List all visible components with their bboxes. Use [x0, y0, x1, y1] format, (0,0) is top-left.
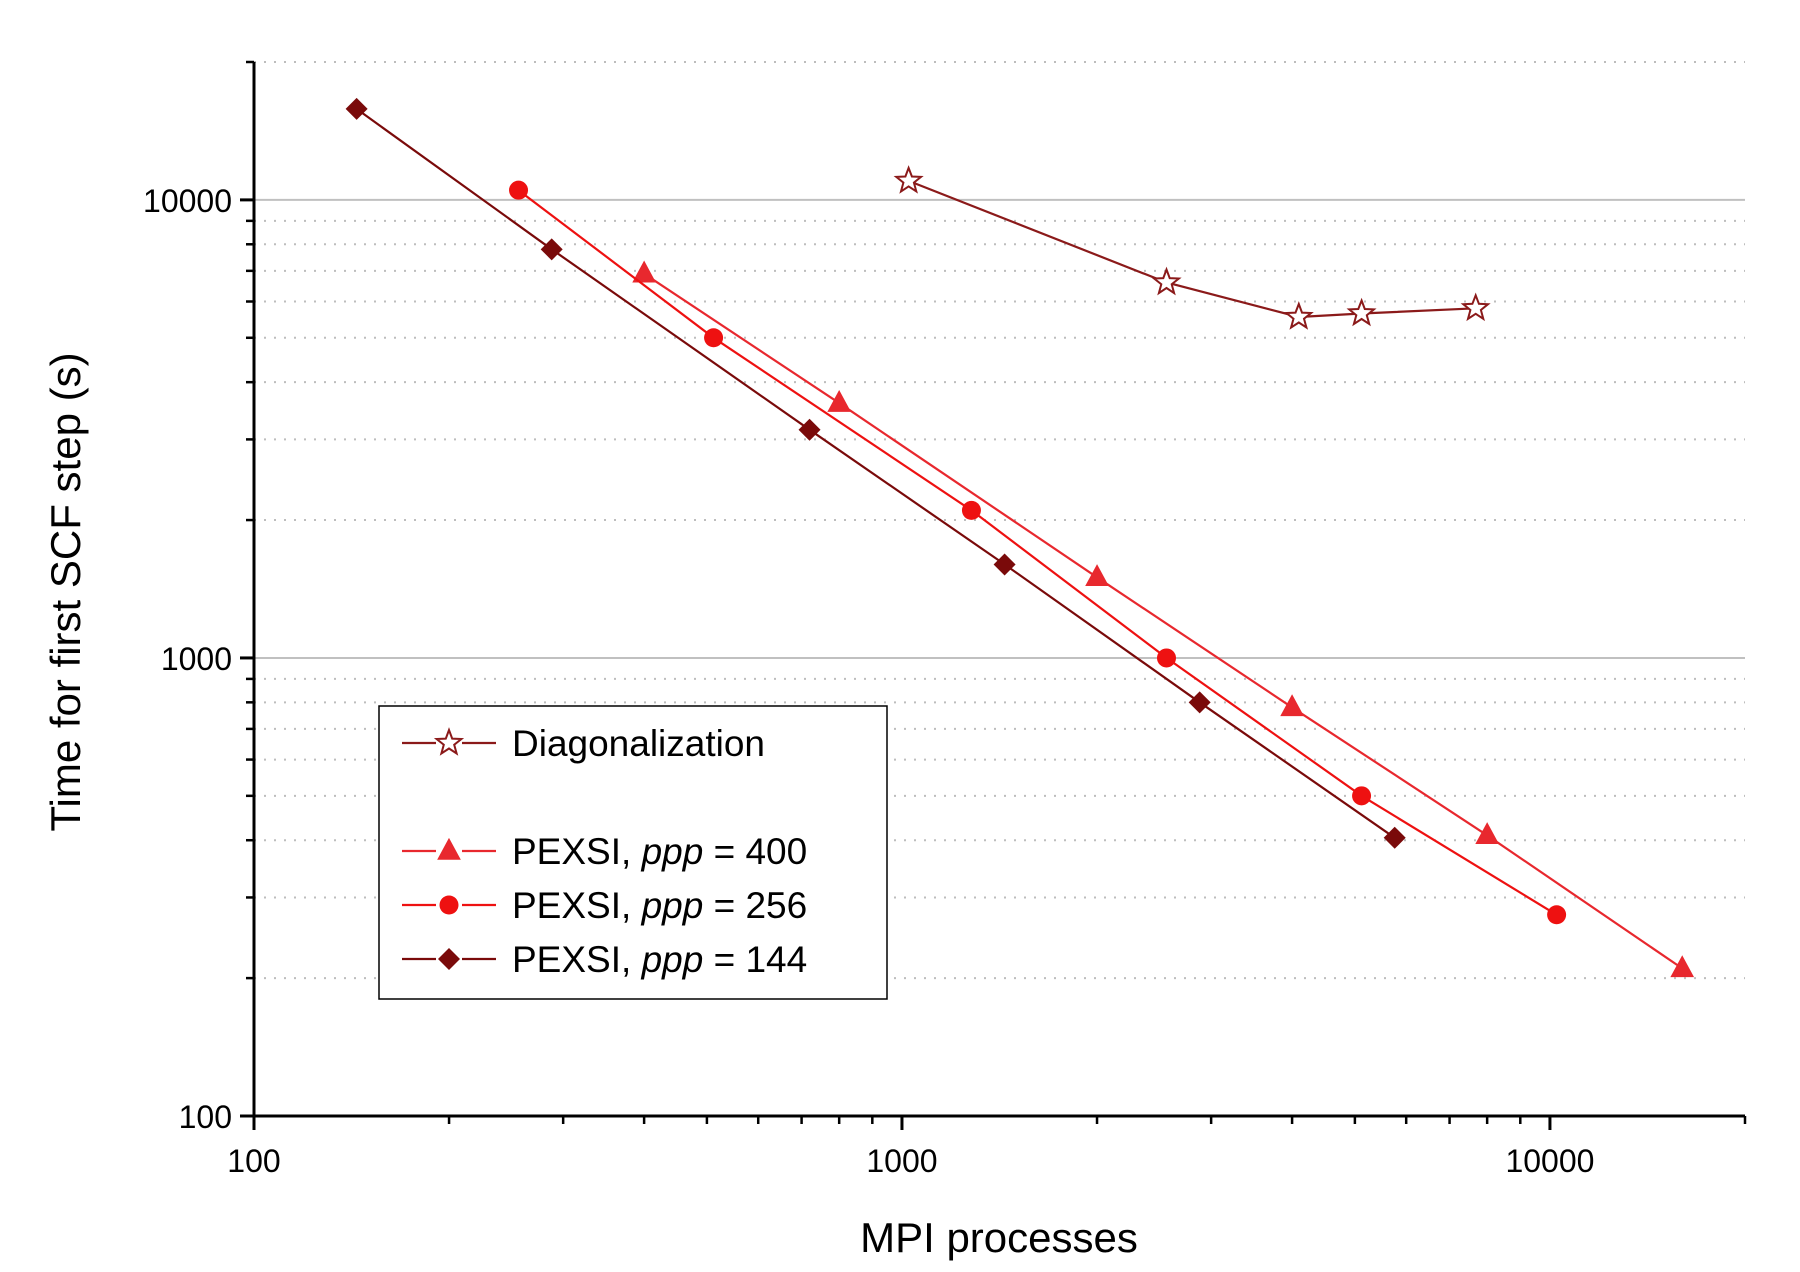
data-point: [704, 328, 724, 348]
data-point: [1475, 822, 1499, 845]
data-point: [1352, 786, 1372, 806]
y-tick-label: 100: [179, 1099, 232, 1135]
data-point: [1670, 955, 1695, 978]
y-tick-label: 1000: [161, 641, 232, 677]
data-point: [1547, 905, 1567, 925]
data-point: [632, 260, 656, 283]
data-point: [1383, 826, 1406, 849]
series-line: [908, 179, 1476, 319]
data-point: [993, 553, 1016, 576]
series-line: [355, 108, 1396, 839]
data-point: [345, 97, 368, 120]
legend-box: [378, 705, 888, 1000]
x-tick-label: 100: [227, 1143, 280, 1179]
x-tick-label: 1000: [866, 1143, 937, 1179]
data-point: [540, 238, 563, 261]
x-axis-title: MPI processes: [860, 1214, 1138, 1261]
y-axis-title: Time for first SCF step (s): [42, 352, 89, 831]
series-group: [509, 180, 1567, 925]
series-line: [643, 272, 1683, 970]
y-tick-label: 10000: [143, 183, 232, 219]
legend-marker: [433, 727, 465, 756]
data-point: [1460, 292, 1491, 322]
legend-marker: [439, 895, 459, 915]
data-point: [509, 180, 529, 200]
series-group: [632, 260, 1695, 978]
legend-marker: [438, 948, 460, 970]
data-series: [345, 97, 1695, 978]
data-point: [798, 418, 821, 441]
series-group: [345, 97, 1406, 849]
legend-label: PEXSI, ppp = 256: [512, 885, 807, 926]
legend-label: Diagonalization: [512, 723, 765, 764]
data-point: [961, 500, 981, 520]
data-point: [1188, 691, 1211, 714]
series-line: [517, 189, 1558, 916]
axes: [252, 62, 1745, 1118]
data-point: [1151, 266, 1182, 296]
data-point: [827, 389, 852, 412]
series-group: [893, 165, 1491, 330]
data-point: [1085, 564, 1109, 587]
axis-ticks: 100 1000 10000 100 1000 10000: [143, 60, 1747, 1179]
data-point: [893, 165, 924, 194]
data-point: [1280, 694, 1304, 717]
legend-marker: [437, 837, 461, 860]
legend-label: PEXSI, ppp = 400: [512, 831, 807, 872]
data-point: [1346, 297, 1377, 327]
data-point: [1283, 301, 1314, 330]
x-tick-label: 10000: [1505, 1143, 1594, 1179]
data-point: [1156, 648, 1176, 668]
grid-lines: [254, 61, 1745, 980]
legend-label: PEXSI, ppp = 144: [512, 939, 807, 980]
legend: Diagonalization PEXSI, ppp = 400 PEXSI, pp…: [378, 705, 888, 1000]
